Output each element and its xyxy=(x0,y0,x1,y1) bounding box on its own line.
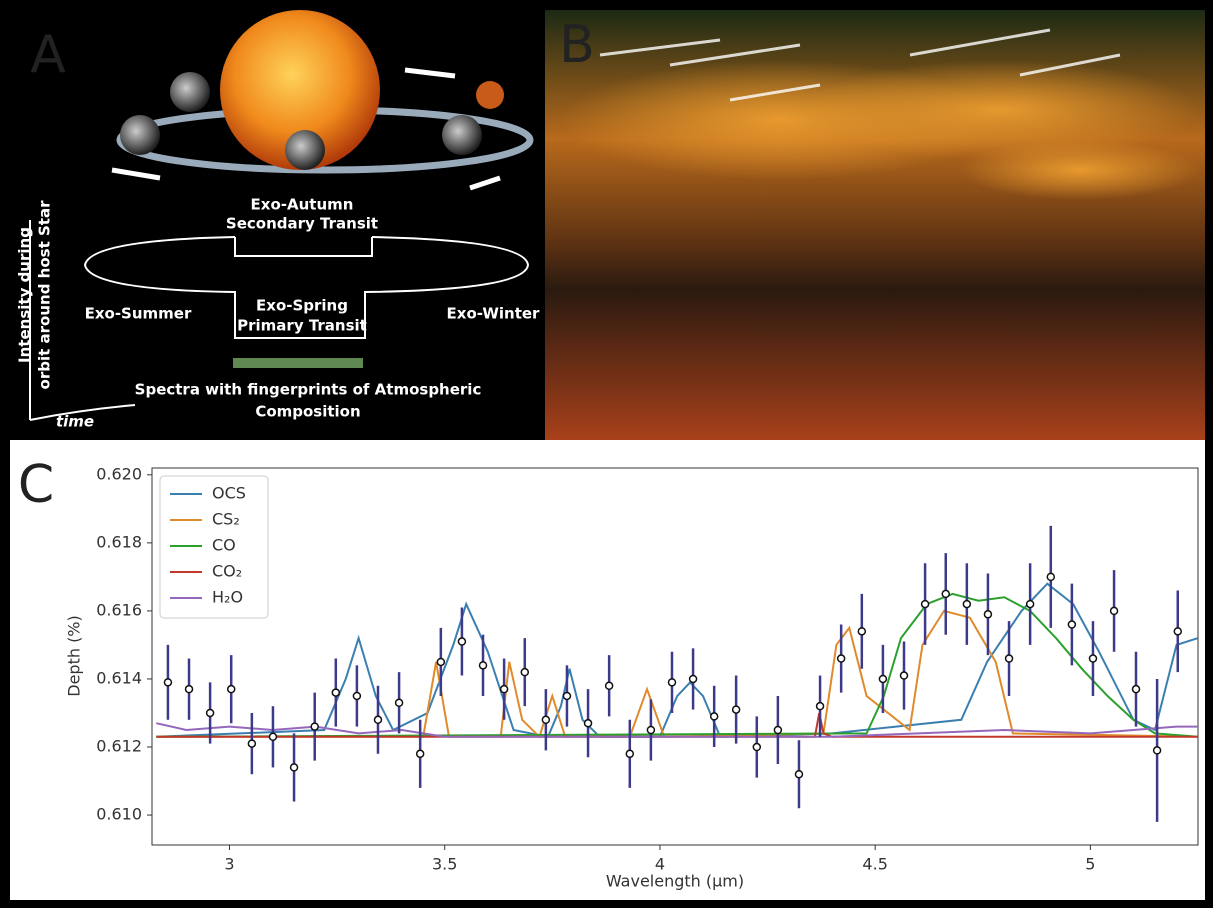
label: Exo-Autumn xyxy=(251,196,354,214)
label: Exo-Winter xyxy=(447,305,540,323)
data-point xyxy=(248,740,255,747)
data-point xyxy=(1047,573,1054,580)
data-point xyxy=(332,689,339,696)
legend-label: CO₂ xyxy=(212,562,242,581)
label: Spectra with fingerprints of Atmospheric xyxy=(135,381,482,399)
data-point xyxy=(1006,655,1013,662)
data-point xyxy=(942,590,949,597)
legend-label: CS₂ xyxy=(212,510,240,529)
data-point xyxy=(1027,601,1034,608)
panel-label: C xyxy=(18,455,54,515)
planet xyxy=(285,130,325,170)
data-point xyxy=(228,686,235,693)
data-point xyxy=(480,662,487,669)
data-point xyxy=(901,672,908,679)
data-point xyxy=(207,709,214,716)
data-point xyxy=(690,675,697,682)
data-point xyxy=(501,686,508,693)
y-tick-label: 0.612 xyxy=(96,737,142,756)
data-point xyxy=(1111,607,1118,614)
data-point xyxy=(984,611,991,618)
figure: Exo-Autumn Secondary Transit Exo-Spring … xyxy=(0,0,1213,908)
label: Intensity during xyxy=(16,227,34,363)
data-point xyxy=(668,679,675,686)
data-point xyxy=(353,692,360,699)
cloud xyxy=(960,140,1200,200)
label: Primary Transit xyxy=(237,317,367,335)
x-axis-label: Wavelength (μm) xyxy=(606,872,744,891)
x-tick-label: 3 xyxy=(224,855,234,874)
label: Exo-Spring xyxy=(256,297,348,315)
legend-label: H₂O xyxy=(212,588,243,607)
data-point xyxy=(374,716,381,723)
data-point xyxy=(606,682,613,689)
data-point xyxy=(879,675,886,682)
panel-label: B xyxy=(559,15,595,75)
data-point xyxy=(711,713,718,720)
panel-a: Exo-Autumn Secondary Transit Exo-Spring … xyxy=(10,10,545,440)
legend-label: OCS xyxy=(212,484,246,503)
data-point xyxy=(753,744,760,751)
label: Secondary Transit xyxy=(226,215,378,233)
data-point xyxy=(1174,628,1181,635)
planet xyxy=(120,115,160,155)
data-point xyxy=(269,733,276,740)
data-point xyxy=(858,628,865,635)
data-point xyxy=(647,726,654,733)
label: time xyxy=(56,413,94,431)
x-tick-label: 4.5 xyxy=(862,855,887,874)
data-point xyxy=(817,703,824,710)
data-point xyxy=(838,655,845,662)
panel-label: A xyxy=(30,25,66,85)
data-point xyxy=(774,726,781,733)
data-point xyxy=(1089,655,1096,662)
y-tick-label: 0.618 xyxy=(96,532,142,551)
plot-area xyxy=(152,468,1198,845)
data-point xyxy=(164,679,171,686)
x-tick-label: 5 xyxy=(1085,855,1095,874)
label: Exo-Summer xyxy=(85,305,192,323)
label: Composition xyxy=(255,403,360,421)
data-point xyxy=(795,771,802,778)
y-axis-label: Depth (%) xyxy=(65,615,84,697)
data-point xyxy=(1068,621,1075,628)
panel-b xyxy=(545,10,1205,440)
x-tick-label: 3.5 xyxy=(432,855,457,874)
x-tick-label: 4 xyxy=(655,855,665,874)
plot: Wavelength (μm) Depth (%) 0.610 0.612 0.61… xyxy=(65,464,1199,890)
planet xyxy=(442,115,482,155)
y-tick-label: 0.610 xyxy=(96,805,142,824)
data-point xyxy=(1154,747,1161,754)
y-tick-label: 0.614 xyxy=(96,668,142,687)
data-point xyxy=(626,750,633,757)
legend-label: CO xyxy=(212,536,236,555)
planet xyxy=(170,72,210,112)
data-point xyxy=(963,601,970,608)
data-point xyxy=(458,638,465,645)
planet-fire xyxy=(476,81,504,109)
data-point xyxy=(922,601,929,608)
data-point xyxy=(396,699,403,706)
data-point xyxy=(417,750,424,757)
data-point xyxy=(563,692,570,699)
data-point xyxy=(186,686,193,693)
label: orbit around host Star xyxy=(36,200,54,390)
data-point xyxy=(542,716,549,723)
data-point xyxy=(521,669,528,676)
data-point xyxy=(733,706,740,713)
spectrum xyxy=(233,358,363,368)
data-point xyxy=(311,723,318,730)
data-point xyxy=(1133,686,1140,693)
y-tick-label: 0.616 xyxy=(96,600,142,619)
data-point xyxy=(437,658,444,665)
data-point xyxy=(585,720,592,727)
data-point xyxy=(291,764,298,771)
y-tick-label: 0.620 xyxy=(96,464,142,483)
